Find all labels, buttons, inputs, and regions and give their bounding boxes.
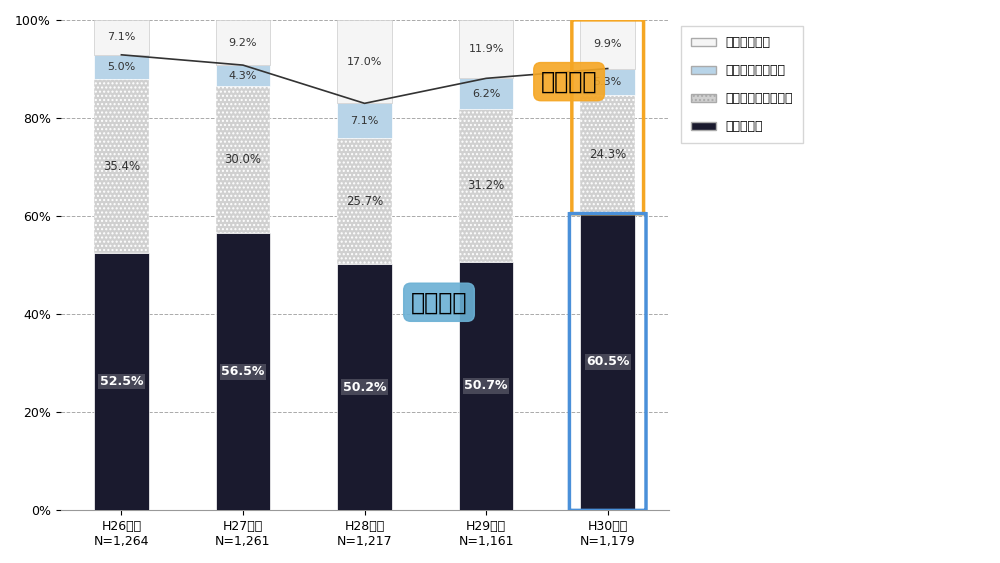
Bar: [216, 233, 270, 510]
Bar: [337, 104, 392, 138]
Text: 7.1%: 7.1%: [350, 116, 379, 126]
Bar: [216, 20, 270, 65]
Text: 50.2%: 50.2%: [343, 381, 386, 394]
Bar: [216, 65, 270, 86]
Text: 固定金利: 固定金利: [541, 70, 597, 93]
Text: 31.2%: 31.2%: [468, 178, 505, 192]
Text: 60.5%: 60.5%: [586, 355, 629, 368]
Text: 30.0%: 30.0%: [224, 153, 261, 166]
Bar: [459, 109, 513, 262]
Text: 52.5%: 52.5%: [100, 375, 143, 388]
Bar: [216, 86, 270, 233]
Text: 25.7%: 25.7%: [346, 195, 383, 208]
Bar: [580, 20, 635, 69]
Bar: [337, 20, 392, 104]
Bar: [337, 264, 392, 510]
Text: 50.7%: 50.7%: [464, 379, 508, 392]
Bar: [580, 69, 635, 95]
Text: 5.3%: 5.3%: [594, 77, 622, 87]
Text: 9.9%: 9.9%: [593, 39, 622, 50]
Bar: [580, 214, 635, 510]
Text: 9.2%: 9.2%: [229, 38, 257, 47]
Bar: [459, 262, 513, 510]
Bar: [580, 95, 635, 214]
Text: 変動金利: 変動金利: [411, 291, 467, 314]
Text: 6.2%: 6.2%: [472, 88, 500, 99]
Text: 24.3%: 24.3%: [589, 148, 626, 160]
Text: 17.0%: 17.0%: [347, 57, 382, 66]
Text: 56.5%: 56.5%: [221, 365, 265, 378]
Bar: [337, 138, 392, 264]
Bar: [459, 20, 513, 78]
Bar: [94, 79, 149, 253]
Bar: [94, 20, 149, 55]
Text: 5.0%: 5.0%: [107, 62, 136, 72]
Text: 4.3%: 4.3%: [229, 70, 257, 81]
Text: 11.9%: 11.9%: [468, 44, 504, 54]
Bar: [94, 55, 149, 79]
Text: 35.4%: 35.4%: [103, 159, 140, 173]
Text: 7.1%: 7.1%: [107, 33, 136, 42]
Bar: [94, 253, 149, 510]
Bar: [459, 78, 513, 109]
Legend: 証券化ローン, 全期間固定金利型, 固定金利期間選択型, 変動金利型: 証券化ローン, 全期間固定金利型, 固定金利期間選択型, 変動金利型: [681, 26, 803, 143]
